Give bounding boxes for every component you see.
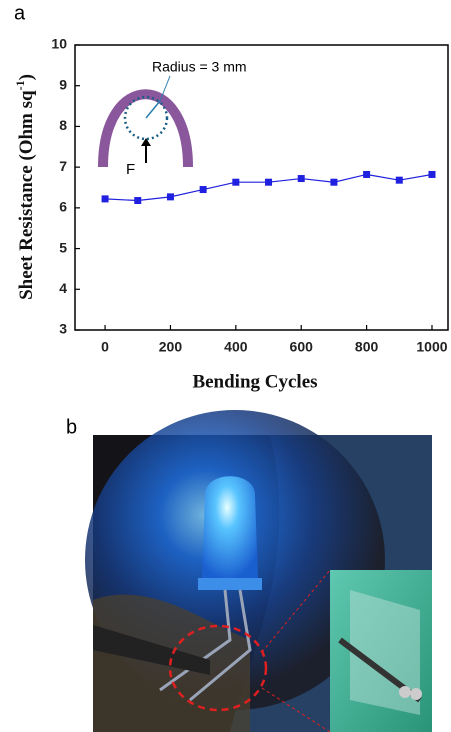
panel-label: b xyxy=(66,416,77,438)
y-axis-label-end: ) xyxy=(16,74,37,80)
leader-line xyxy=(159,75,171,102)
x-tick-label: 0 xyxy=(101,339,109,355)
x-tick-label: 800 xyxy=(355,339,379,355)
y-axis-label: Sheet Resistance (Ohm sq-1) xyxy=(13,74,38,300)
y-tick-label: 5 xyxy=(59,239,67,255)
annotation: Radius = 3 mm xyxy=(152,59,247,75)
led-rim xyxy=(198,578,262,590)
y-axis-label-sup: -1 xyxy=(13,80,27,90)
y-tick-label: 10 xyxy=(51,36,67,52)
pin xyxy=(410,688,422,700)
data-point xyxy=(363,170,371,178)
radius-circle xyxy=(123,95,169,141)
x-axis-label: Bending Cycles xyxy=(192,371,317,392)
panel-label: a xyxy=(14,2,26,24)
y-tick-label: 7 xyxy=(59,158,67,174)
leads xyxy=(159,589,252,702)
x-tick-label: 400 xyxy=(224,339,248,355)
inset-diagram: Radius = 3 mm F xyxy=(98,59,247,178)
data-point xyxy=(166,193,174,201)
y-tick-label: 3 xyxy=(59,321,67,337)
data-point xyxy=(134,197,142,205)
data-point xyxy=(395,176,403,184)
led xyxy=(202,476,258,580)
plot-frame xyxy=(74,44,449,331)
y-tick-label: 8 xyxy=(59,117,67,133)
y-tick-label: 6 xyxy=(59,199,67,215)
y-tick-label: 9 xyxy=(59,76,67,92)
x-tick-label: 200 xyxy=(159,339,183,355)
highlight-circle xyxy=(168,624,268,712)
series-line xyxy=(105,173,433,202)
y-axis-label-text: Sheet Resistance (Ohm sq xyxy=(16,90,37,300)
photo xyxy=(85,410,432,732)
y-tick-label: 4 xyxy=(59,280,67,296)
annotation: F xyxy=(126,161,135,178)
x-tick-label: 600 xyxy=(290,339,314,355)
data-point xyxy=(330,178,338,186)
x-tick-label: 1000 xyxy=(416,339,447,355)
data-point xyxy=(265,178,273,186)
pin xyxy=(399,686,411,698)
zoom-line xyxy=(261,687,331,732)
data-point xyxy=(101,195,109,203)
data-point xyxy=(232,178,240,186)
radius-arrow xyxy=(145,100,161,119)
bent-film xyxy=(98,89,193,168)
data-point xyxy=(199,186,207,194)
tweezers xyxy=(93,625,210,675)
data-point xyxy=(297,175,305,183)
data-point xyxy=(428,170,436,178)
arrow-head xyxy=(141,138,151,146)
